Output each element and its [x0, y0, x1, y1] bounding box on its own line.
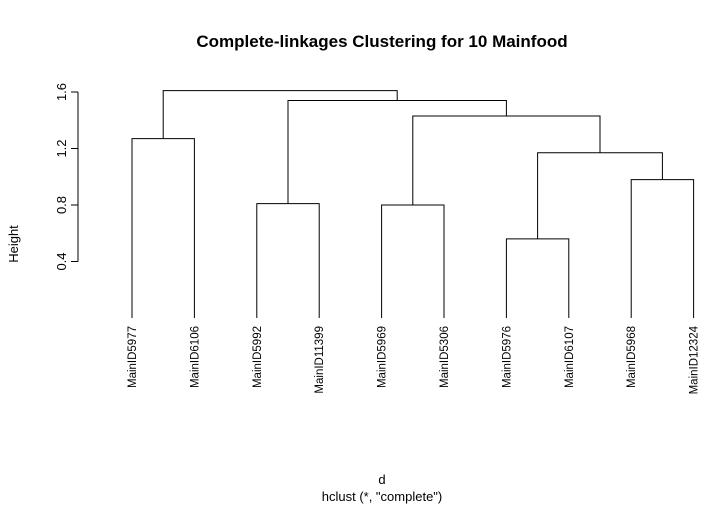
dendrogram-branch: [630, 179, 695, 318]
dendrogram-branch: [412, 115, 601, 205]
leaf-label: MainID6106: [189, 326, 201, 388]
leaf-label: MainID6107: [564, 326, 576, 388]
x-axis-label: d: [378, 472, 385, 487]
y-tick-label: 1.6: [54, 83, 69, 101]
leaf-label: MainID11399: [314, 326, 326, 394]
chart-title: Complete-linkages Clustering for 10 Main…: [196, 32, 567, 51]
y-axis-label: Height: [6, 225, 21, 263]
leaf-label: MainID5969: [377, 326, 389, 388]
dendrogram-branch: [256, 203, 320, 318]
leaf-labels: MainID5977 MainID6106 MainID5992 MainID1139…: [127, 325, 701, 394]
dendrogram-branch: [162, 90, 398, 139]
leaf-label: MainID5977: [127, 326, 139, 388]
leaf-label: MainID5976: [501, 326, 513, 388]
dendrogram-branches: [131, 90, 695, 318]
dendrogram-branch: [381, 204, 445, 318]
leaf-label: MainID5992: [252, 326, 264, 388]
y-tick-label: 1.2: [54, 139, 69, 157]
y-tick-label: 0.8: [54, 196, 69, 214]
leaf-label: MainID12324: [689, 325, 701, 394]
chart-subtitle: hclust (*, "complete"): [322, 489, 443, 504]
dendrogram-branch: [131, 138, 195, 318]
y-tick-label: 0.4: [54, 252, 69, 270]
leaf-label: MainID5968: [626, 326, 638, 388]
dendrogram-branch: [537, 152, 663, 239]
leaf-label: MainID5306: [439, 326, 451, 388]
dendrogram-branch: [505, 238, 570, 318]
y-axis: 0.4 0.8 1.2 1.6: [54, 83, 79, 271]
